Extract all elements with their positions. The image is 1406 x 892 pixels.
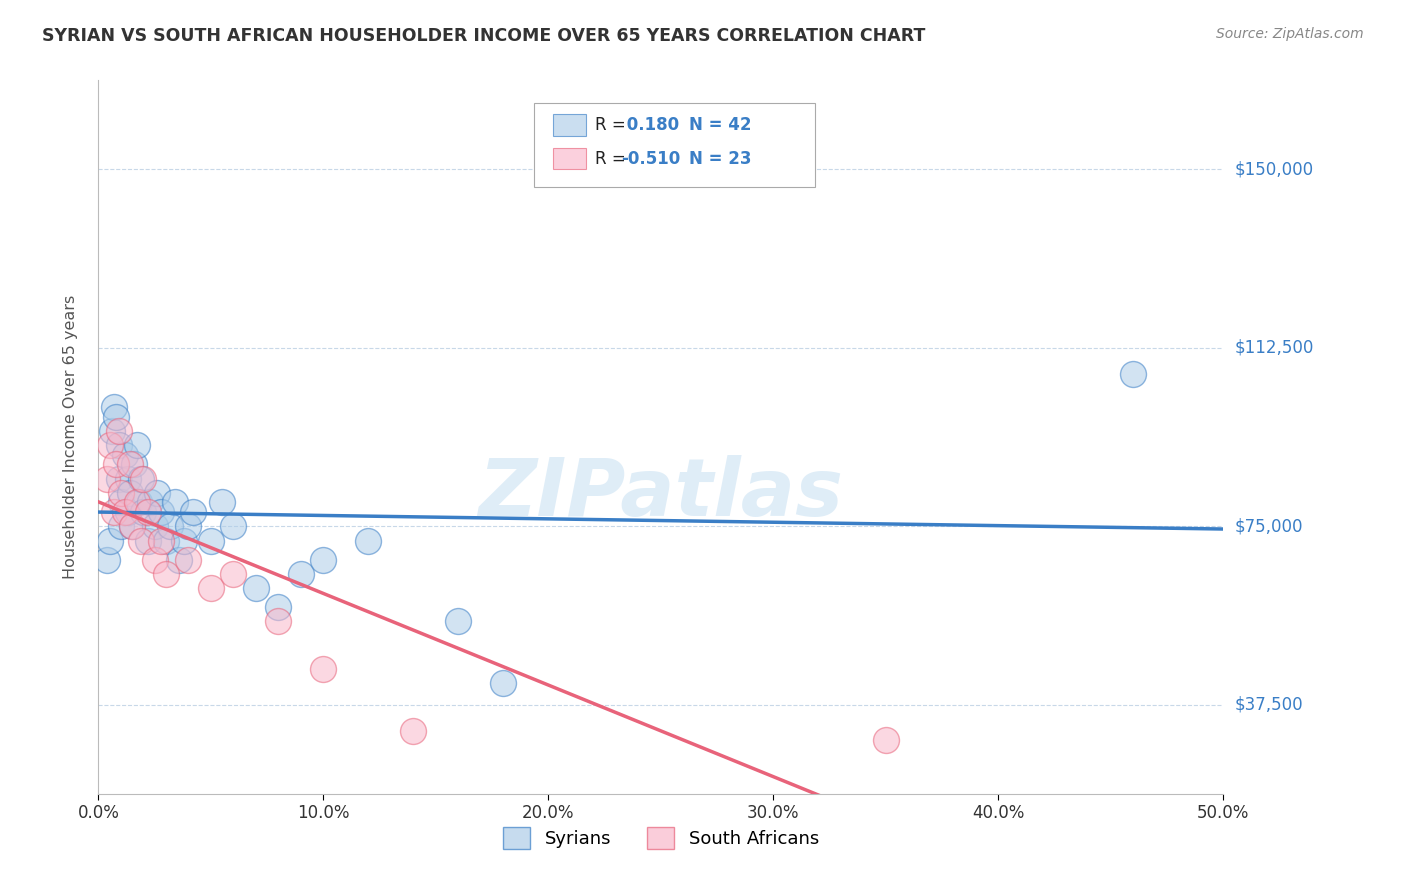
Point <box>146 486 169 500</box>
Text: $112,500: $112,500 <box>1234 339 1313 357</box>
Point <box>211 495 233 509</box>
Point <box>267 615 290 629</box>
Point <box>105 458 128 472</box>
Point <box>150 533 173 548</box>
Point <box>447 615 470 629</box>
Point <box>114 448 136 462</box>
Point <box>169 552 191 566</box>
Point <box>118 458 141 472</box>
Point <box>173 533 195 548</box>
Point <box>139 495 162 509</box>
Point <box>312 552 335 566</box>
Point <box>245 581 267 595</box>
Point <box>107 424 129 438</box>
Point <box>114 505 136 519</box>
Y-axis label: Householder Income Over 65 years: Householder Income Over 65 years <box>63 295 77 579</box>
Point <box>136 533 159 548</box>
Point <box>143 519 166 533</box>
Point <box>357 533 380 548</box>
Text: N = 42: N = 42 <box>689 116 751 134</box>
Point <box>103 505 125 519</box>
Text: $37,500: $37,500 <box>1234 696 1303 714</box>
Point <box>312 662 335 676</box>
Legend: Syrians, South Africans: Syrians, South Africans <box>496 820 825 856</box>
Text: $150,000: $150,000 <box>1234 161 1313 178</box>
Point <box>98 438 121 452</box>
Point <box>163 495 186 509</box>
Point <box>132 472 155 486</box>
Point <box>129 533 152 548</box>
Text: R =: R = <box>595 116 626 134</box>
Point <box>117 472 139 486</box>
Point <box>105 409 128 424</box>
Point <box>132 505 155 519</box>
Text: SYRIAN VS SOUTH AFRICAN HOUSEHOLDER INCOME OVER 65 YEARS CORRELATION CHART: SYRIAN VS SOUTH AFRICAN HOUSEHOLDER INCO… <box>42 27 925 45</box>
Point <box>177 552 200 566</box>
Point <box>143 552 166 566</box>
Point <box>402 723 425 738</box>
Point <box>129 472 152 486</box>
Text: R =: R = <box>595 150 626 168</box>
Point <box>200 581 222 595</box>
Text: ZIPatlas: ZIPatlas <box>478 455 844 533</box>
Text: Source: ZipAtlas.com: Source: ZipAtlas.com <box>1216 27 1364 41</box>
Point <box>125 438 148 452</box>
Point <box>222 519 245 533</box>
Point <box>267 600 290 615</box>
Point <box>136 505 159 519</box>
Point <box>101 424 124 438</box>
Point <box>96 472 118 486</box>
Point <box>121 519 143 533</box>
Point <box>110 495 132 509</box>
Point <box>124 458 146 472</box>
Point <box>150 505 173 519</box>
Text: -0.510: -0.510 <box>621 150 681 168</box>
Point <box>110 486 132 500</box>
Point <box>181 505 204 519</box>
Point <box>200 533 222 548</box>
Point <box>98 533 121 548</box>
Point <box>128 495 150 509</box>
Point <box>155 566 177 581</box>
Point <box>118 486 141 500</box>
Point <box>155 533 177 548</box>
Point <box>96 552 118 566</box>
Point <box>1122 367 1144 381</box>
Point <box>107 472 129 486</box>
Point <box>110 519 132 533</box>
Point <box>107 438 129 452</box>
Point <box>103 401 125 415</box>
Point <box>875 733 897 747</box>
Text: 0.180: 0.180 <box>621 116 679 134</box>
Text: N = 23: N = 23 <box>689 150 751 168</box>
Point <box>177 519 200 533</box>
Point <box>290 566 312 581</box>
Text: $75,000: $75,000 <box>1234 517 1303 535</box>
Point <box>125 495 148 509</box>
Point <box>117 505 139 519</box>
Point <box>159 519 181 533</box>
Point <box>222 566 245 581</box>
Point <box>121 519 143 533</box>
Point <box>492 676 515 690</box>
